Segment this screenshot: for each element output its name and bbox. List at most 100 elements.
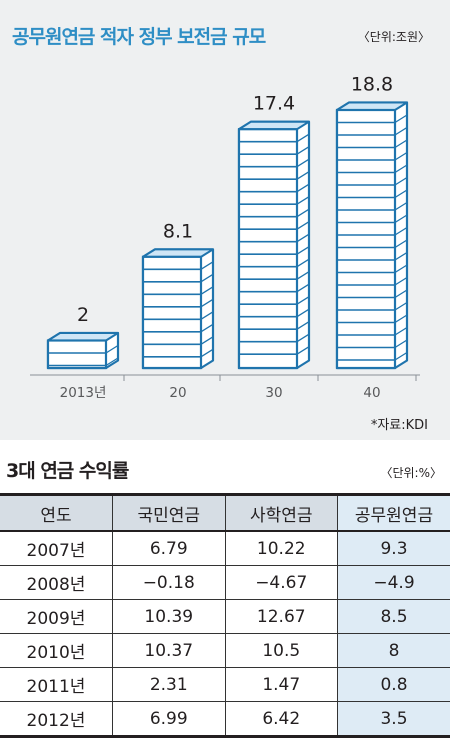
bar-top-face bbox=[142, 248, 214, 258]
cell-national: 6.79 bbox=[112, 530, 226, 566]
bill-layer-edge bbox=[296, 196, 310, 205]
header-civil-servant-pension: 공무원연금 bbox=[337, 493, 450, 532]
bill-layer-edge bbox=[394, 126, 408, 136]
chart-unit-label: 〈단위:조원〉 bbox=[357, 30, 430, 44]
table-row: 2011년 2.31 1.47 0.8 bbox=[0, 667, 450, 702]
bill-layer-edge bbox=[296, 258, 310, 268]
cell-teachers: 10.22 bbox=[224, 530, 338, 566]
bill-layer-edge bbox=[296, 208, 310, 218]
cell-national: 10.37 bbox=[112, 633, 226, 668]
bill-layer-edge bbox=[394, 351, 408, 361]
table-row: 2009년 10.39 12.67 8.5 bbox=[0, 599, 450, 634]
bar-top-face bbox=[238, 120, 310, 131]
bill-layer-edge bbox=[394, 239, 408, 249]
bill-layer-edge bbox=[200, 298, 214, 308]
bill-layer-edge bbox=[394, 164, 408, 174]
bill-layer-edge bbox=[200, 311, 214, 320]
bill-layer-edge bbox=[296, 158, 310, 168]
bill-layer-edge bbox=[394, 339, 408, 349]
returns-table: 연도 국민연금 사학연금 공무원연금 2007년 6.79 10.22 9.3 … bbox=[0, 493, 450, 738]
bill-layer-edge bbox=[296, 221, 310, 230]
bill-layer-edge bbox=[296, 283, 310, 293]
bar-chart: 2 2013년 8.1 20 17.4 30 18.8 40 bbox=[30, 74, 420, 401]
bar-front-face bbox=[237, 128, 299, 370]
cell-teachers: 12.67 bbox=[224, 599, 338, 634]
cell-national: −0.18 bbox=[112, 565, 226, 600]
cell-civil-servant: 3.5 bbox=[337, 701, 450, 738]
cell-teachers: 10.5 bbox=[224, 633, 338, 668]
bill-layer-edge bbox=[296, 233, 310, 243]
bill-layer-edge bbox=[296, 246, 310, 255]
x-tick-label: 2013년 bbox=[60, 385, 107, 401]
x-tick-label: 20 bbox=[169, 385, 186, 401]
table-row: 2010년 10.37 10.5 8 bbox=[0, 633, 450, 668]
bill-layer-edge bbox=[296, 296, 310, 305]
bill-layer-edge bbox=[394, 189, 408, 199]
bill-layer-edge bbox=[394, 289, 408, 299]
cell-year: 2011년 bbox=[0, 667, 113, 702]
bill-layer-edge bbox=[200, 261, 214, 270]
bill-layer-edge bbox=[200, 273, 214, 283]
bar bbox=[46, 331, 120, 370]
chart-panel: 공무원연금 적자 정부 보전금 규모 〈단위:조원〉 2 2013년 8.1 20 17… bbox=[0, 0, 450, 440]
bar-value-label: 8.1 bbox=[163, 220, 193, 242]
cell-year: 2008년 bbox=[0, 565, 113, 600]
cell-teachers: −4.67 bbox=[224, 565, 338, 600]
cell-civil-servant: 8 bbox=[337, 633, 450, 668]
cell-teachers: 1.47 bbox=[224, 667, 338, 702]
cell-civil-servant: 0.8 bbox=[337, 667, 450, 702]
bill-layer-edge bbox=[394, 276, 408, 286]
bill-layer-edge bbox=[394, 326, 408, 336]
header-teachers-pension: 사학연금 bbox=[224, 493, 338, 532]
cell-civil-servant: 8.5 bbox=[337, 599, 450, 634]
bill-layer-edge bbox=[394, 214, 408, 224]
cell-civil-servant: −4.9 bbox=[337, 565, 450, 600]
bill-layer-edge bbox=[296, 271, 310, 280]
bar bbox=[335, 101, 409, 370]
bar-front-face bbox=[141, 255, 203, 370]
bill-layer-edge bbox=[296, 333, 310, 343]
cell-year: 2009년 bbox=[0, 599, 113, 634]
x-tick-label: 30 bbox=[265, 385, 282, 401]
bar-value-label: 2 bbox=[77, 304, 89, 326]
cell-national: 10.39 bbox=[112, 599, 226, 634]
bill-layer-edge bbox=[105, 344, 119, 354]
table-header-row: 연도 국민연금 사학연금 공무원연금 bbox=[0, 493, 450, 532]
bar-value-label: 17.4 bbox=[253, 93, 295, 115]
bar-front-face bbox=[335, 108, 397, 370]
x-tick-label: 40 bbox=[363, 385, 380, 401]
bill-layer-edge bbox=[394, 314, 408, 324]
chart-source: *자료:KDI bbox=[370, 418, 428, 433]
returns-table-section: 3대 연금 수익률 〈단위:%〉 연도 국민연금 사학연금 공무원연금 2007… bbox=[0, 450, 450, 750]
bar bbox=[141, 248, 215, 370]
cell-national: 6.99 bbox=[112, 701, 226, 738]
bar bbox=[237, 120, 311, 370]
bill-layer-edge bbox=[296, 171, 310, 180]
header-national-pension: 국민연금 bbox=[112, 493, 226, 532]
bill-layer-edge bbox=[105, 357, 119, 367]
table-row: 2012년 6.99 6.42 3.5 bbox=[0, 701, 450, 738]
bill-layer-edge bbox=[296, 321, 310, 330]
bill-layer-edge bbox=[394, 139, 408, 149]
bill-layer-edge bbox=[200, 348, 214, 358]
bill-layer-edge bbox=[394, 301, 408, 311]
cell-year: 2007년 bbox=[0, 530, 113, 566]
bill-layer-edge bbox=[394, 114, 408, 124]
bill-layer-edge bbox=[394, 201, 408, 211]
bar-top-face bbox=[47, 332, 119, 342]
bill-layer-edge bbox=[394, 176, 408, 186]
table-unit-label: 〈단위:%〉 bbox=[380, 466, 442, 480]
table-row: 2008년 −0.18 −4.67 −4.9 bbox=[0, 565, 450, 600]
cell-teachers: 6.42 bbox=[224, 701, 338, 738]
header-year: 연도 bbox=[0, 493, 113, 532]
bar-value-label: 18.8 bbox=[351, 74, 393, 96]
bar-top-face bbox=[336, 101, 408, 111]
bill-layer-edge bbox=[394, 264, 408, 274]
bill-layer-edge bbox=[200, 336, 214, 345]
bill-layer-edge bbox=[296, 146, 310, 155]
chart-title: 공무원연금 적자 정부 보전금 규모 bbox=[12, 26, 266, 48]
bill-layer-edge bbox=[296, 308, 310, 318]
bill-layer-edge bbox=[394, 226, 408, 236]
cell-year: 2012년 bbox=[0, 701, 113, 738]
bill-layer-edge bbox=[200, 323, 214, 333]
